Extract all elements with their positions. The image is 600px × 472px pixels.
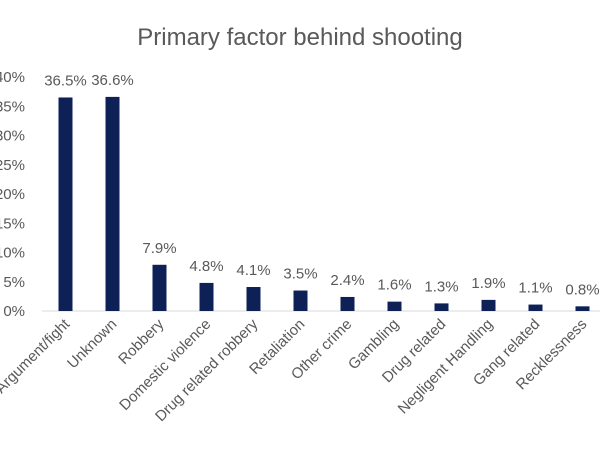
y-tick-label: 15% (0, 215, 25, 232)
y-tick-label: 5% (3, 274, 25, 291)
bar (575, 306, 590, 311)
y-tick-label: 30% (0, 128, 25, 145)
data-label: 1.6% (377, 277, 411, 294)
chart-title: Primary factor behind shooting (137, 24, 463, 51)
y-axis-ticks: 0% 5% 10% 15% 20% 25% 30% 35% 40% (0, 69, 25, 320)
bar (199, 282, 214, 311)
y-tick-label: 10% (0, 245, 25, 262)
bar (293, 290, 308, 311)
data-label: 3.5% (283, 266, 317, 283)
data-label: 0.8% (565, 281, 599, 298)
data-label: 36.5% (44, 72, 87, 89)
data-label: 1.1% (518, 280, 552, 297)
bar (528, 304, 543, 311)
data-label: 1.9% (471, 275, 505, 292)
bar (434, 303, 449, 311)
y-tick-label: 35% (0, 98, 25, 115)
data-label: 4.1% (236, 262, 270, 279)
bars (58, 96, 590, 311)
bar (105, 96, 120, 311)
data-label: 1.3% (424, 278, 458, 295)
value-labels: 36.5% 36.6% 7.9% 4.8% 4.1% 3.5% 2.4% 1.6% 1.3% 1.… (44, 72, 599, 298)
bar (246, 287, 261, 311)
y-tick-label: 25% (0, 157, 25, 174)
data-label: 7.9% (142, 240, 176, 257)
data-label: 4.8% (189, 258, 223, 275)
bar (481, 299, 496, 311)
y-tick-label: 40% (0, 69, 25, 86)
bar (387, 301, 402, 311)
bar (58, 97, 73, 311)
y-tick-label: 20% (0, 186, 25, 203)
bar (340, 296, 355, 311)
y-tick-label: 0% (3, 303, 25, 320)
data-label: 36.6% (91, 72, 134, 89)
x-tick-label: Argument/fight (0, 315, 74, 397)
x-tick-label: Unknown (64, 316, 120, 372)
bar (152, 264, 167, 311)
data-label: 2.4% (330, 272, 364, 289)
